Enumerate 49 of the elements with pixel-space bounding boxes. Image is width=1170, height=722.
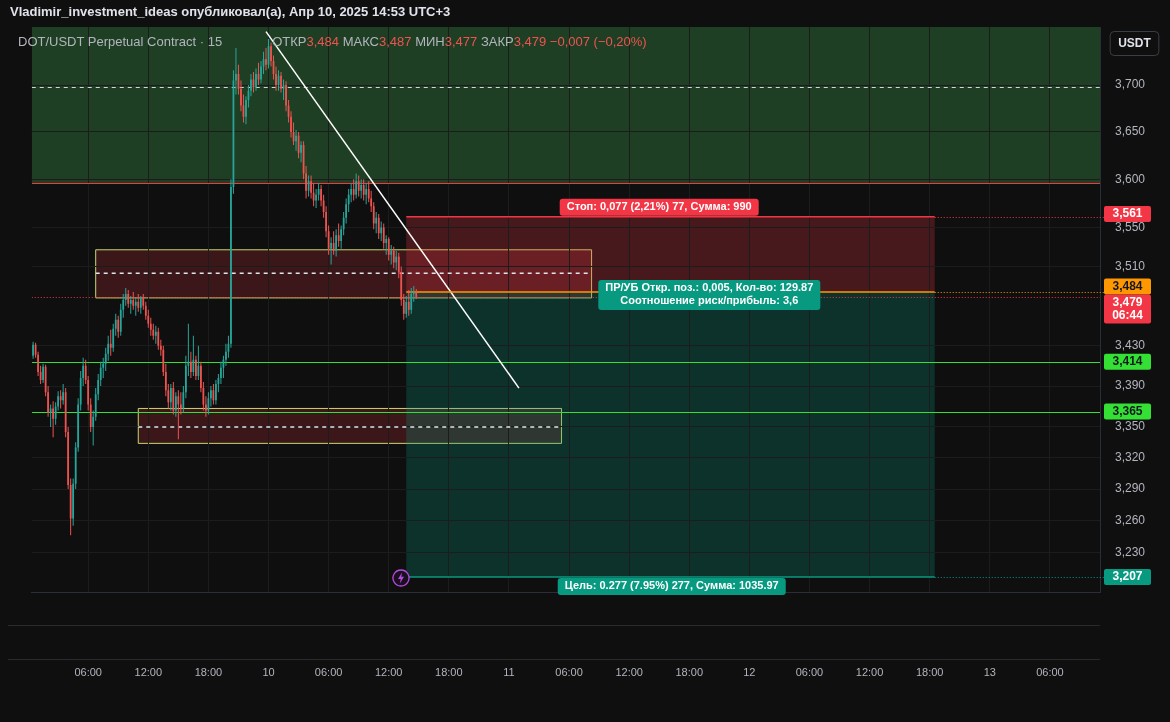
candlestick [295, 129, 297, 151]
x-tick-label: 06:00 [555, 665, 583, 678]
candlestick [195, 355, 197, 380]
annotation: Стоп: 0,077 (2,21%) 77, Сумма: 990 [566, 200, 752, 213]
x-tick-label: 12 [743, 665, 756, 678]
ref-line-label: 3,414 [1112, 354, 1143, 369]
y-axis-title: USDT [1118, 36, 1152, 51]
y-tick-label: 3,390 [1115, 378, 1146, 393]
x-tick-label: 11 [503, 665, 515, 678]
annotation: ПР/УБ Откр. поз.: 0,005, Кол-во: 129.87 Соотношение риск/прибыль: 3,6 [605, 281, 814, 307]
candlestick [265, 48, 267, 71]
x-tick-label: 12:00 [615, 665, 643, 678]
text: DOT/USDT Perpetual Contract · 15 [18, 34, 223, 49]
candlestick [62, 384, 65, 405]
annotation: 3,207 [1112, 569, 1143, 584]
x-tick-label: 06:00 [314, 665, 343, 678]
x-tick-label: 10 [262, 665, 275, 678]
y-tick-label: 3,320 [1115, 450, 1146, 465]
ref-line-label: 3,365 [1112, 403, 1143, 418]
text: ОТКР3,484 МАКС3,487 МИН3,477 ЗАКР3,479 −0,007 (−0,20%) [272, 34, 647, 49]
candlestick [300, 141, 302, 163]
x-tick-label: 12:00 [134, 665, 163, 678]
text: Vladimir_investment_ideas опубликовал(а), Апр 10, 2025 14:53 UTC+3 [10, 4, 451, 19]
y-tick-label: 3,290 [1115, 481, 1146, 496]
annotation: Цель: 0.277 (7.95%) 277, Сумма: 1035.97 [564, 579, 779, 592]
x-tick-label: 12:00 [374, 665, 403, 678]
x-tick-label: 18:00 [435, 665, 463, 678]
candlestick [330, 237, 332, 265]
x-tick-label: 18:00 [675, 665, 704, 678]
x-tick-label: 18:00 [194, 665, 223, 678]
y-tick-label: 3,510 [1115, 258, 1146, 273]
x-tick-label: 18:00 [915, 665, 944, 678]
x-tick-label: 13 [983, 665, 996, 678]
annotation: 3,484 [1112, 278, 1143, 293]
y-tick-label: 3,260 [1115, 512, 1146, 527]
y-tick-label: 3,230 [1115, 544, 1146, 559]
x-tick-label: 12:00 [855, 665, 884, 678]
y-tick-label: 3,650 [1115, 124, 1146, 139]
x-tick-label: 06:00 [795, 665, 824, 678]
candlestick [32, 341, 34, 359]
y-tick-label: 3,700 [1115, 77, 1146, 92]
y-tick-label: 3,430 [1115, 338, 1146, 353]
y-tick-label: 3,600 [1115, 171, 1146, 186]
y-tick-label: 3,350 [1115, 419, 1146, 434]
ref-line-label: 3,479 06:44 [1112, 294, 1144, 322]
y-tick-label: 3,550 [1115, 219, 1146, 234]
x-tick-label: 06:00 [74, 665, 102, 678]
x-tick-label: 06:00 [1036, 665, 1064, 678]
annotation: 3,561 [1112, 206, 1143, 221]
